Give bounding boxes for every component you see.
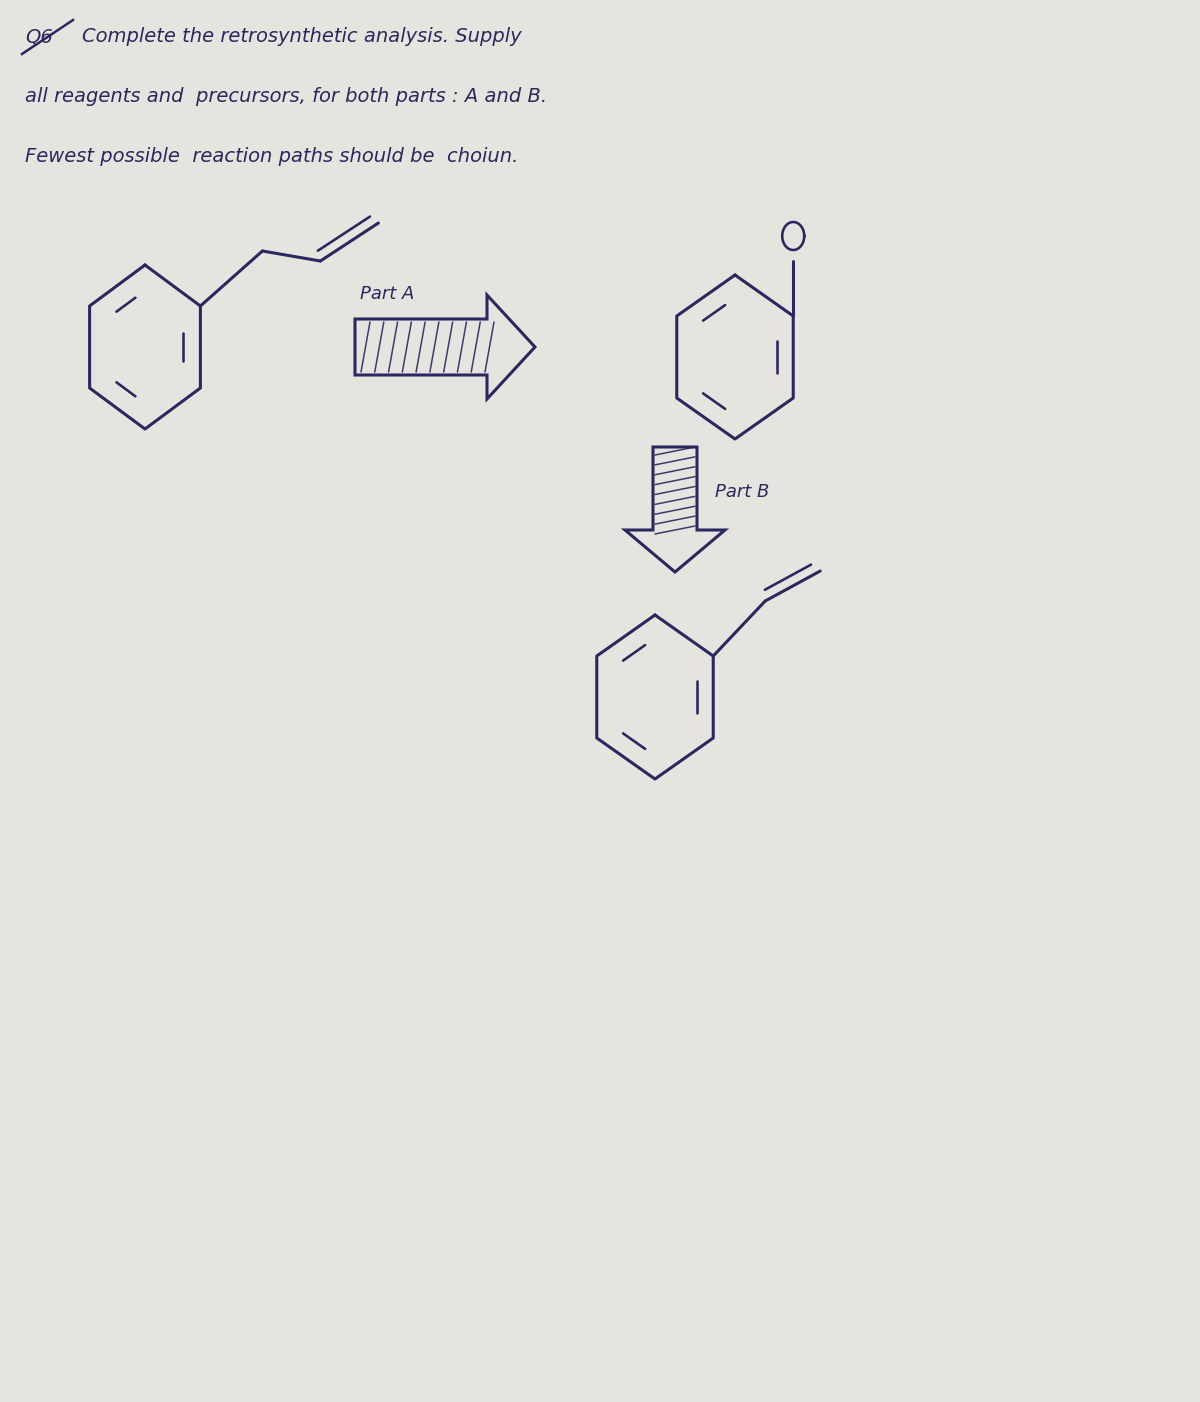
Text: Q6: Q6 [25,28,53,46]
Text: Part B: Part B [715,484,769,501]
Text: Complete the retrosynthetic analysis. Supply: Complete the retrosynthetic analysis. Su… [82,28,522,46]
Text: Part A: Part A [360,285,414,303]
Text: all reagents and  precursors, for both parts : A and B.: all reagents and precursors, for both pa… [25,87,547,107]
Text: Fewest possible  reaction paths should be  choiun.: Fewest possible reaction paths should be… [25,147,518,167]
